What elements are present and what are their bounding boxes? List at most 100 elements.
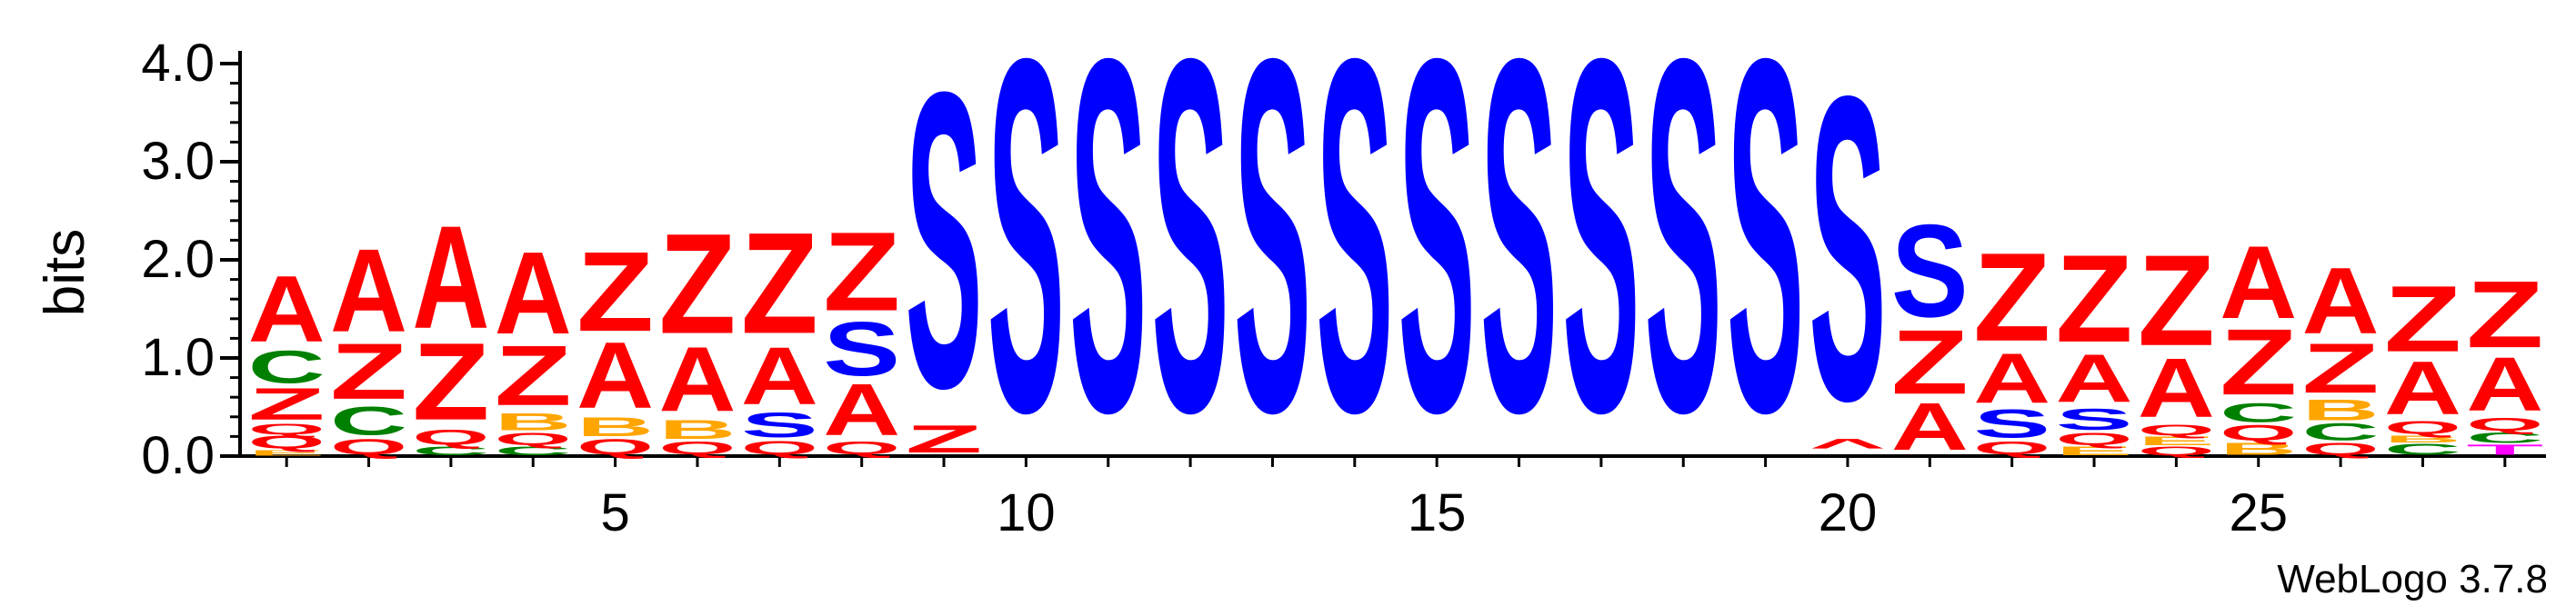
logo-glyph-z: Z (330, 327, 407, 416)
logo-glyph-z: Z (495, 329, 572, 424)
logo-glyph-a: A (2220, 224, 2297, 340)
logo-glyph-q: Q (2466, 414, 2543, 435)
logo-glyph-s: S (1480, 0, 1558, 517)
x-tick-label: 5 (600, 483, 629, 542)
logo-glyph-q: Q (412, 426, 489, 450)
logo-glyph-s: S (906, 5, 983, 476)
logo-glyph-a: A (823, 369, 900, 451)
logo-glyph-a: A (658, 329, 736, 431)
logo-glyph-s: S (823, 305, 900, 392)
logo-glyph-c: C (2384, 441, 2461, 459)
x-tick-label: 20 (1819, 483, 1878, 542)
logo-glyph-z: Z (741, 203, 818, 364)
logo-glyph-q: Q (248, 432, 326, 452)
logo-glyph-z: Z (823, 209, 900, 334)
y-tick-label: 2.0 (141, 230, 215, 289)
logo-glyph-s: S (1069, 0, 1147, 517)
logo-glyph-s: S (1809, 7, 1886, 492)
y-axis-label: bits (34, 229, 96, 316)
logo-glyph-a: A (2384, 345, 2461, 430)
logo-glyph-s: S (2056, 402, 2133, 437)
logo-glyph-a: A (576, 324, 654, 429)
logo-glyph-caret: ^ (1809, 434, 1886, 459)
logo-glyph-s: S (1234, 0, 1311, 517)
logo-glyph-z: Z (2384, 266, 2461, 372)
logo-glyph-b: B (495, 409, 572, 436)
logo-glyph-s: S (987, 0, 1065, 517)
x-tick-label: 10 (997, 483, 1056, 542)
logo-glyph-s: S (1973, 402, 2050, 446)
logo-glyph-a: A (248, 257, 326, 362)
logo-glyph-s: S (1152, 0, 1229, 517)
logo-glyph-q: Q (330, 434, 407, 459)
logo-glyph-q: Q (2302, 439, 2380, 458)
logo-glyph-b: B (576, 412, 654, 442)
logo-glyph-c: C (495, 444, 572, 458)
logo-glyph-c: C (248, 342, 326, 393)
logo-glyph-e: E (2056, 444, 2133, 458)
logo-glyph-z: Z (906, 417, 983, 461)
logo-glyph-c: C (2302, 418, 2380, 445)
logo-glyph-q: Q (823, 438, 900, 459)
logo-glyph-a: A (2138, 342, 2215, 435)
logo-glyph-c: C (2220, 398, 2297, 428)
y-tick-label: 1.0 (141, 328, 215, 387)
logo-glyph-z: Z (2056, 230, 2133, 369)
logo-glyph-z: Z (2302, 329, 2380, 408)
logo-glyph-z: Z (2466, 262, 2543, 369)
chart-axes: 0.0 1.0 2.0 3.0 4.0 5 10 15 20 25 (141, 34, 2546, 542)
logo-glyph-b: B (2220, 439, 2297, 458)
logo-glyph-a: A (1891, 389, 1969, 464)
logo-glyph-e: E (2138, 434, 2215, 448)
logo-glyph-b: B (2302, 393, 2380, 426)
logo-glyph-a: A (330, 225, 407, 357)
logo-glyph-q: Q (741, 437, 818, 459)
logo-glyph-q: Q (576, 434, 654, 459)
x-tick-label: 25 (2229, 483, 2288, 542)
logo-glyph-c: C (2466, 430, 2543, 446)
logo-glyph-s: S (1316, 0, 1393, 517)
logo-glyph-s: S (1727, 0, 1804, 517)
logo-glyph-q: Q (495, 429, 572, 448)
logo-glyph-a: A (2056, 340, 2133, 416)
weblogo-version-footer: WebLogo 3.7.8 (2277, 557, 2548, 601)
logo-glyph-z: Z (412, 320, 489, 443)
logo-glyph-a: A (495, 228, 572, 359)
logo-glyph-z: Z (576, 229, 654, 356)
y-tick-label: 0.0 (141, 426, 215, 485)
logo-glyph-a: A (1973, 339, 2050, 418)
y-tick-label: 3.0 (141, 132, 215, 191)
logo-glyph-c: C (330, 399, 407, 443)
logo-glyph-z: Z (1973, 227, 2050, 368)
logo-glyph-b: B (2384, 433, 2461, 444)
logo-glyph-z: Z (2220, 309, 2297, 414)
logo-glyph-z: Z (248, 379, 326, 430)
logo-glyph-s: S (1645, 0, 1722, 517)
logo-glyph-z: Z (2138, 228, 2215, 373)
y-tick-label: 4.0 (141, 34, 215, 93)
x-tick-label: 15 (1408, 483, 1467, 542)
logo-glyph-q: Q (1973, 438, 2050, 459)
logo-glyph-a: A (2466, 341, 2543, 427)
logo-glyph-q: Q (2220, 421, 2297, 445)
logo-glyph-b: B (658, 414, 736, 444)
logo-glyph-s: S (1562, 0, 1639, 517)
logo-glyph-a: A (412, 194, 489, 359)
logo-glyph-z: Z (658, 205, 736, 364)
logo-glyph-s: S (1891, 196, 1969, 344)
logo-glyph-q: Q (2138, 444, 2215, 458)
logo-glyph-q: Q (658, 438, 736, 459)
logo-glyph-q: Q (2384, 417, 2461, 438)
logo-glyph-q: Q (248, 421, 326, 437)
logo-glyph-z: Z (1891, 311, 1969, 413)
logo-glyph-e: E (248, 449, 326, 457)
logo-glyph-a: A (741, 331, 818, 422)
logo-glyph-s: S (1398, 0, 1476, 517)
logo-glyph-s: S (741, 405, 818, 445)
logo-glyph-a: A (2302, 250, 2380, 354)
logo-glyph-c: C (412, 444, 489, 458)
logo-glyph-t: T (2466, 442, 2543, 458)
logo-glyph-q: Q (2056, 429, 2133, 448)
